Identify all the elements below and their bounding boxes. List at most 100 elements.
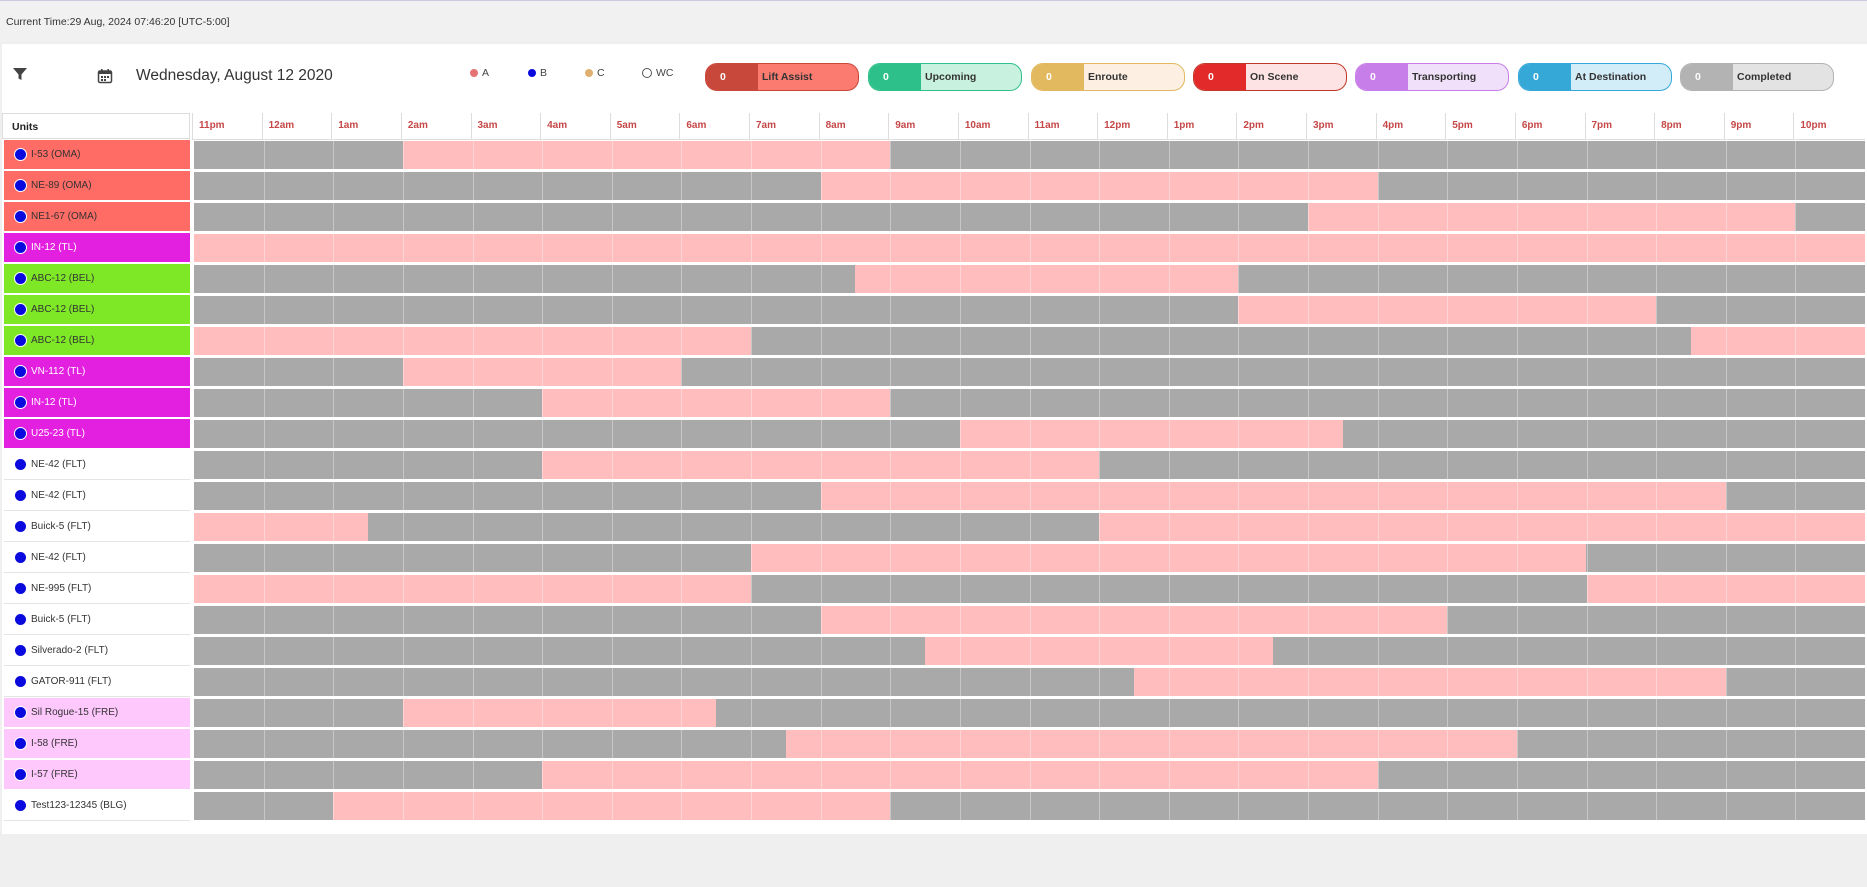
schedule-panel: Wednesday, August 12 2020 A B C WC 0 Lift As…	[2, 44, 1867, 834]
status-filter-at-destination[interactable]: 0 At Destination	[1518, 63, 1672, 91]
availability-segment[interactable]	[1133, 668, 1726, 696]
unit-name: ABC-12 (BEL)	[31, 273, 95, 284]
unit-row[interactable]: ABC-12 (BEL)	[4, 264, 190, 294]
unit-timeline-track[interactable]	[194, 606, 1865, 634]
status-filter-upcoming[interactable]: 0 Upcoming	[868, 63, 1022, 91]
unit-timeline-track[interactable]	[194, 544, 1865, 572]
unit-timeline-track[interactable]	[194, 482, 1865, 510]
unit-row[interactable]: NE-42 (FLT)	[4, 450, 190, 480]
unit-row[interactable]: Silverado-2 (FLT)	[4, 636, 190, 666]
availability-segment[interactable]	[542, 451, 1100, 479]
unit-name: Buick-5 (FLT)	[31, 614, 91, 625]
unit-timeline-track[interactable]	[194, 358, 1865, 386]
unit-timeline-track[interactable]	[194, 203, 1865, 231]
unit-timeline-track[interactable]	[194, 513, 1865, 541]
status-count: 0	[869, 64, 921, 90]
unit-timeline-track[interactable]	[194, 389, 1865, 417]
availability-segment[interactable]	[542, 389, 891, 417]
unit-row[interactable]: VN-112 (TL)	[4, 357, 190, 387]
legend-label: C	[597, 67, 605, 79]
unit-status-dot-icon	[14, 396, 27, 409]
availability-segment[interactable]	[785, 730, 1517, 758]
unit-timeline-track[interactable]	[194, 265, 1865, 293]
unit-row[interactable]: IN-12 (TL)	[4, 388, 190, 418]
unit-row[interactable]: U25-23 (TL)	[4, 419, 190, 449]
status-filter-on-scene[interactable]: 0 On Scene	[1193, 63, 1347, 91]
unit-row[interactable]: I-53 (OMA)	[4, 140, 190, 170]
unit-timeline-track[interactable]	[194, 234, 1865, 262]
unit-status-dot-icon	[14, 241, 27, 254]
unit-row[interactable]: ABC-12 (BEL)	[4, 326, 190, 356]
availability-segment[interactable]	[1238, 296, 1657, 324]
unit-timeline-track[interactable]	[194, 451, 1865, 479]
hour-label: 10pm	[1793, 113, 1863, 139]
unit-timeline-track[interactable]	[194, 792, 1865, 820]
status-filter-completed[interactable]: 0 Completed	[1680, 63, 1834, 91]
unit-row[interactable]: NE-42 (FLT)	[4, 481, 190, 511]
unit-row[interactable]: NE-995 (FLT)	[4, 574, 190, 604]
unit-timeline-track[interactable]	[194, 296, 1865, 324]
unit-timeline-track[interactable]	[194, 637, 1865, 665]
unit-timeline-track[interactable]	[194, 141, 1865, 169]
availability-segment[interactable]	[194, 234, 1865, 262]
unit-row[interactable]: NE-89 (OMA)	[4, 171, 190, 201]
availability-segment[interactable]	[194, 513, 369, 541]
availability-segment[interactable]	[925, 637, 1274, 665]
unit-row[interactable]: IN-12 (TL)	[4, 233, 190, 263]
unit-row[interactable]: Test123-12345 (BLG)	[4, 791, 190, 821]
unit-timeline-track[interactable]	[194, 668, 1865, 696]
unit-timeline-track[interactable]	[194, 699, 1865, 727]
availability-segment[interactable]	[402, 699, 717, 727]
unit-timeline-track[interactable]	[194, 327, 1865, 355]
status-filter-lift-assist[interactable]: 0 Lift Assist	[705, 63, 859, 91]
unit-name: Silverado-2 (FLT)	[31, 645, 109, 656]
unit-row[interactable]: Buick-5 (FLT)	[4, 512, 190, 542]
availability-segment[interactable]	[1586, 575, 1865, 603]
status-filter-enroute[interactable]: 0 Enroute	[1031, 63, 1185, 91]
availability-segment[interactable]	[542, 761, 1378, 789]
unit-row[interactable]: ABC-12 (BEL)	[4, 295, 190, 325]
toolbar: Wednesday, August 12 2020 A B C WC 0 Lift As…	[2, 44, 1867, 112]
unit-timeline-track[interactable]	[194, 420, 1865, 448]
status-filter-transporting[interactable]: 0 Transporting	[1355, 63, 1509, 91]
unit-status-dot-icon	[14, 613, 27, 626]
unit-timeline-track[interactable]	[194, 730, 1865, 758]
unit-row[interactable]: GATOR-911 (FLT)	[4, 667, 190, 697]
hour-label: 10am	[957, 113, 1028, 139]
unit-row[interactable]: I-57 (FRE)	[4, 760, 190, 790]
legend-item-b: B	[528, 67, 547, 79]
availability-segment[interactable]	[1690, 327, 1865, 355]
availability-segment[interactable]	[820, 172, 1378, 200]
availability-segment[interactable]	[820, 606, 1448, 634]
unit-timeline-track[interactable]	[194, 575, 1865, 603]
unit-row[interactable]: Sil Rogue-15 (FRE)	[4, 698, 190, 728]
calendar-icon[interactable]	[97, 68, 113, 84]
availability-segment[interactable]	[194, 575, 751, 603]
filter-icon[interactable]	[12, 66, 28, 82]
date-title[interactable]: Wednesday, August 12 2020	[136, 67, 333, 84]
unit-timeline-track[interactable]	[194, 761, 1865, 789]
unit-row[interactable]: NE-42 (FLT)	[4, 543, 190, 573]
status-label: Enroute	[1088, 71, 1128, 83]
unit-name: GATOR-911 (FLT)	[31, 676, 112, 687]
availability-segment[interactable]	[855, 265, 1239, 293]
availability-segment[interactable]	[194, 327, 751, 355]
availability-segment[interactable]	[402, 141, 891, 169]
unit-timeline-track[interactable]	[194, 172, 1865, 200]
availability-segment[interactable]	[402, 358, 682, 386]
unit-row[interactable]: Buick-5 (FLT)	[4, 605, 190, 635]
availability-segment[interactable]	[820, 482, 1726, 510]
unit-status-dot-icon	[14, 179, 27, 192]
unit-name: NE-42 (FLT)	[31, 459, 86, 470]
availability-segment[interactable]	[333, 792, 891, 820]
unit-row[interactable]: NE1-67 (OMA)	[4, 202, 190, 232]
hour-label: 12am	[261, 113, 332, 139]
status-label: On Scene	[1250, 71, 1299, 83]
unit-row[interactable]: I-58 (FRE)	[4, 729, 190, 759]
availability-segment[interactable]	[1307, 203, 1796, 231]
hour-label: 12pm	[1097, 113, 1167, 139]
unit-status-dot-icon	[14, 458, 27, 471]
availability-segment[interactable]	[750, 544, 1587, 572]
availability-segment[interactable]	[1099, 513, 1865, 541]
availability-segment[interactable]	[959, 420, 1343, 448]
